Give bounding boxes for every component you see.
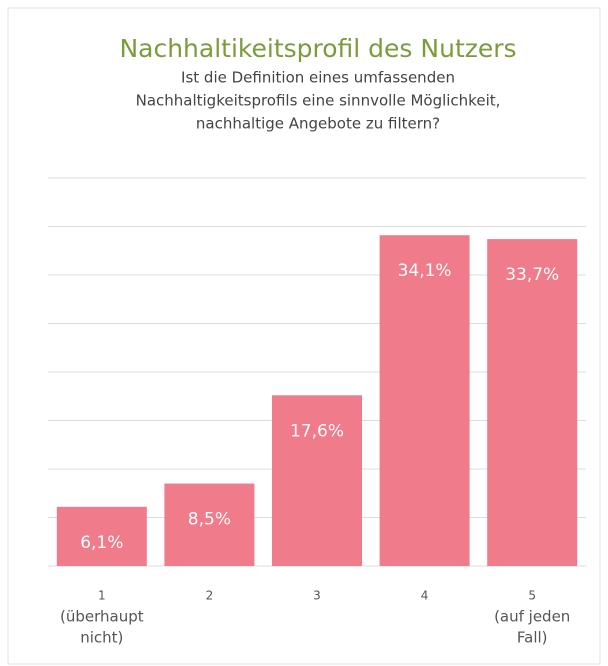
- x-tick-label: (überhaupt: [60, 608, 144, 626]
- data-label: 17,6%: [290, 421, 344, 441]
- x-tick-label: 5: [528, 589, 536, 603]
- x-tick-label: 1: [98, 589, 106, 603]
- x-tick-label: nicht): [80, 629, 123, 647]
- data-label: 34,1%: [398, 261, 452, 281]
- data-label: 33,7%: [505, 265, 559, 285]
- bar: [379, 235, 470, 567]
- bar: [56, 506, 147, 566]
- data-label: 6,1%: [80, 533, 123, 553]
- x-tick-label: 4: [421, 589, 429, 603]
- x-tick-label: 2: [206, 589, 214, 603]
- data-label: 8,5%: [188, 510, 231, 530]
- bar: [272, 395, 362, 566]
- chart-subtitle: Nachhaltigkeitsprofils eine sinnvolle Mö…: [136, 92, 501, 110]
- chart-subtitle: nachhaltige Angebote zu filtern?: [196, 115, 440, 133]
- chart-title: Nachhaltikeitsprofil des Nutzers: [119, 34, 516, 63]
- chart-subtitle: Ist die Definition eines umfassenden: [181, 69, 455, 87]
- x-tick-label: Fall): [517, 629, 548, 647]
- x-tick-label: 3: [313, 589, 321, 603]
- x-tick-label: (auf jeden: [494, 608, 570, 626]
- bar: [164, 483, 255, 566]
- bar: [487, 239, 578, 567]
